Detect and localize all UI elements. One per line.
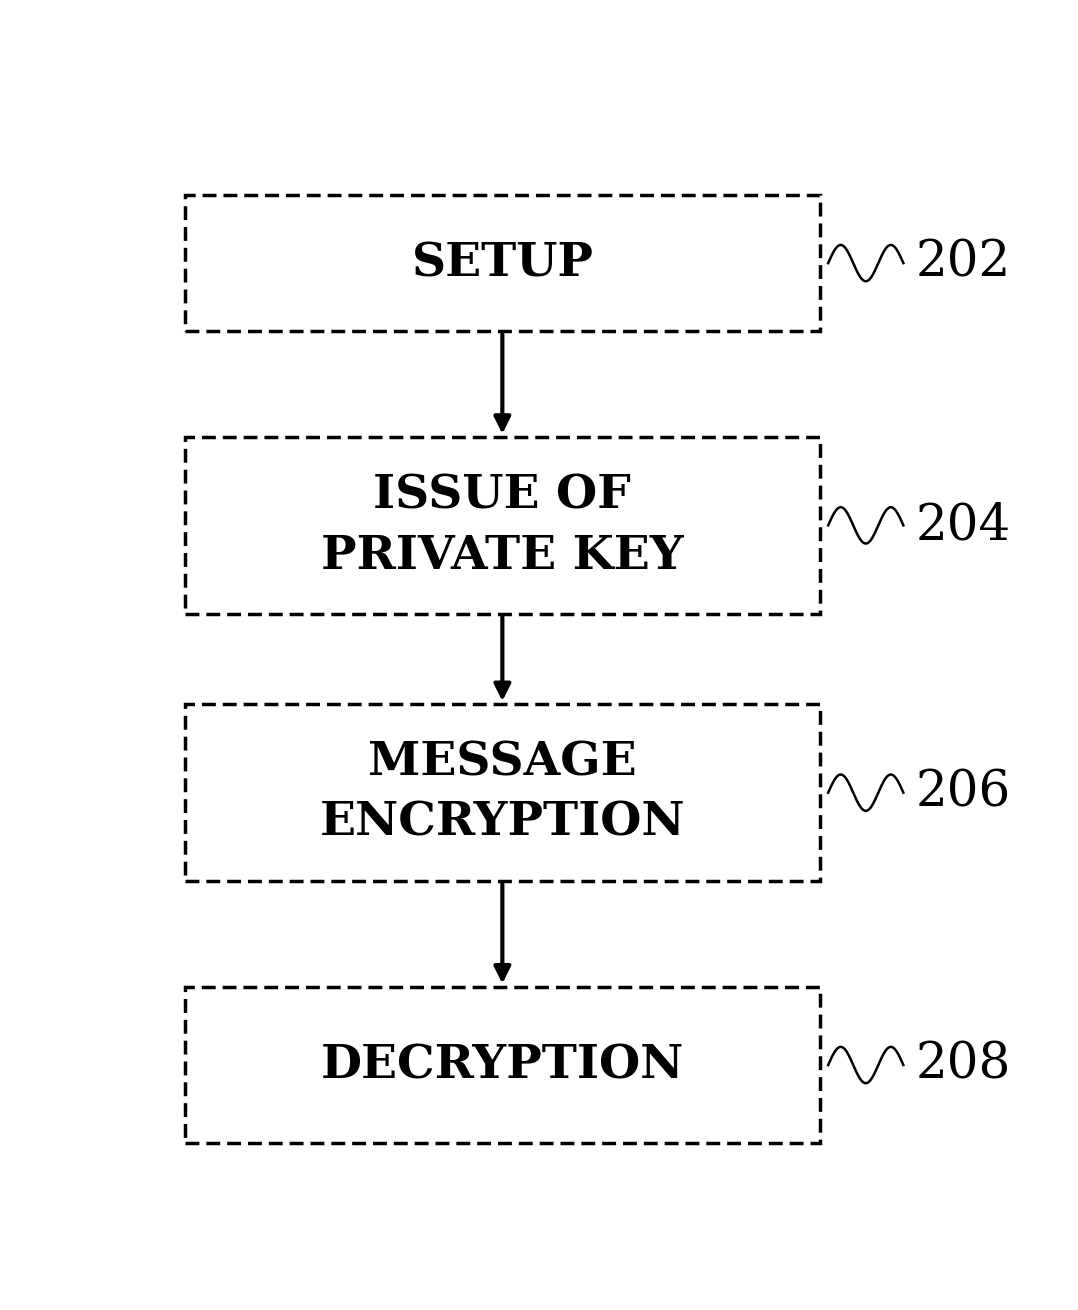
Text: 202: 202 bbox=[916, 238, 1011, 288]
Text: 204: 204 bbox=[916, 500, 1011, 550]
Bar bbox=[185, 195, 819, 331]
Text: MESSAGE
ENCRYPTION: MESSAGE ENCRYPTION bbox=[319, 739, 686, 846]
Text: ISSUE OF
PRIVATE KEY: ISSUE OF PRIVATE KEY bbox=[321, 472, 683, 579]
Bar bbox=[185, 438, 819, 613]
Text: SETUP: SETUP bbox=[412, 240, 593, 286]
Text: 206: 206 bbox=[916, 768, 1011, 817]
Text: 208: 208 bbox=[916, 1040, 1011, 1090]
Bar bbox=[185, 705, 819, 880]
Text: DECRYPTION: DECRYPTION bbox=[320, 1041, 685, 1089]
Bar bbox=[185, 986, 819, 1144]
